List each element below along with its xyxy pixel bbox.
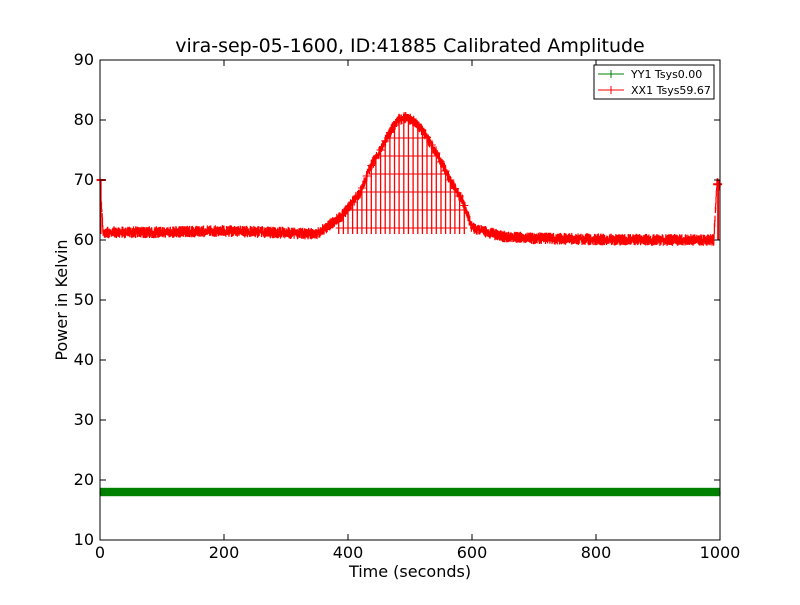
x-axis-label: Time (seconds)	[348, 562, 471, 581]
x-tick-label: 600	[457, 543, 488, 562]
series-1	[96, 112, 723, 246]
series-spikes	[338, 118, 465, 234]
x-tick-label: 800	[581, 543, 612, 562]
legend-marker-xx1	[607, 86, 615, 94]
y-tick-label: 60	[74, 230, 94, 249]
series-layer	[96, 112, 723, 497]
x-tick-label: 200	[209, 543, 240, 562]
series-green-band	[100, 487, 720, 497]
y-tick-label: 30	[74, 410, 94, 429]
y-tick-label: 40	[74, 350, 94, 369]
y-axis-label: Power in Kelvin	[52, 239, 71, 360]
y-tick-label: 80	[74, 110, 94, 129]
y-tick-label: 50	[74, 290, 94, 309]
legend-label-xx1: XX1 Tsys59.67	[631, 84, 711, 97]
series-edge-end	[713, 181, 723, 240]
legend-label-yy1: YY1 Tsys0.00	[630, 68, 702, 81]
x-tick-label: 0	[95, 543, 105, 562]
legend-marker-yy1	[607, 70, 615, 78]
tick-layer: 0 200 400 600 800 1000 10 20 30 40 50 60 70 80 90	[74, 50, 741, 562]
y-tick-label: 90	[74, 50, 94, 69]
x-tick-label: 1000	[700, 543, 741, 562]
series-0	[99, 487, 721, 497]
plot-frame	[99, 59, 721, 541]
chart-title: vira-sep-05-1600, ID:41885 Calibrated Am…	[175, 35, 645, 57]
series-edge-start	[96, 179, 106, 234]
y-tick-label: 70	[74, 170, 94, 189]
series-spike-markers	[334, 114, 469, 229]
y-tick-label: 10	[74, 530, 94, 549]
legend-box	[593, 64, 715, 100]
x-tick-label: 400	[333, 543, 364, 562]
y-tick-label: 20	[74, 470, 94, 489]
legend: YY1 Tsys0.00 XX1 Tsys59.67	[593, 64, 715, 100]
series-band-1	[99, 112, 721, 246]
